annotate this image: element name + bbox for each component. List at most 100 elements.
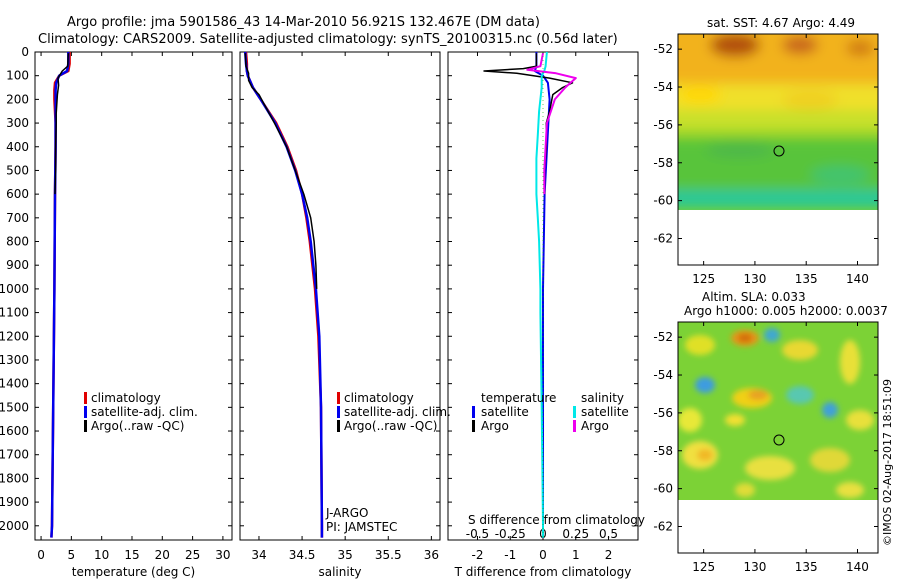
x-tick-label: 25	[185, 548, 200, 562]
legend-label-argo: Argo(..raw -QC)	[91, 419, 184, 433]
lat-tick-label: -58	[653, 444, 673, 458]
y-tick-label: 1200	[0, 329, 29, 343]
y-tick-label: 400	[6, 140, 29, 154]
legend-swatch-sal-satellite	[573, 406, 576, 418]
temperature-panel: 0100200300400500600700800900100011001200…	[0, 45, 233, 579]
plot-frame	[34, 51, 233, 541]
legend-label-satellite: satellite-adj. clim.	[91, 405, 198, 419]
lat-tick-label: -62	[653, 231, 673, 245]
lon-tick-label: 140	[846, 560, 869, 574]
lat-tick-label: -58	[653, 156, 673, 170]
y-tick-label: 900	[6, 258, 29, 272]
x-tick-label: 30	[215, 548, 230, 562]
x-tick-label: 34	[251, 548, 266, 562]
sst-map-title: sat. SST: 4.67 Argo: 4.49	[707, 16, 855, 30]
y-tick-label: 500	[6, 163, 29, 177]
legend-swatch-satellite	[84, 406, 87, 418]
s-difference-axis-label: S difference from climatology	[468, 513, 645, 527]
sst-map-field	[678, 34, 878, 265]
sla-map: -52 -54 -56 -58 -60 -62 125 130 135 140	[653, 321, 879, 574]
y-tick-label: 600	[6, 187, 29, 201]
x-axis-label: T difference from climatology	[454, 565, 632, 579]
legend-swatch-sal-argo	[573, 420, 576, 432]
difference-panel: -2 -1 0 1 2-0.5 -0.25 0 0.25 0.5T difference fro…	[447, 51, 639, 579]
legend-swatch-climatology	[84, 392, 87, 404]
y-tick-label: 1500	[0, 400, 29, 414]
annotation-j-argo: J-ARGO	[325, 506, 368, 520]
x-tick-label: 20	[155, 548, 170, 562]
x-tick-label: 36	[424, 548, 439, 562]
sla-map-title-1: Altim. SLA: 0.033	[702, 290, 806, 304]
legend-label-climatology: climatology	[344, 391, 414, 405]
lon-tick-label: 130	[743, 272, 766, 286]
lon-tick-label: 140	[846, 272, 869, 286]
y-tick-label: 100	[6, 69, 29, 83]
y-tick-label: 200	[6, 92, 29, 106]
series-line-satellite-adj-clim-	[50, 52, 70, 538]
sla-float-marker	[773, 434, 785, 446]
y-tick-label: 700	[6, 211, 29, 225]
x-tick-label: 0	[37, 548, 45, 562]
x-axis-label: salinity	[318, 565, 361, 579]
lat-tick-label: -52	[653, 330, 673, 344]
lat-tick-label: -54	[653, 80, 673, 94]
legend-header-salinity: salinity	[581, 391, 624, 405]
x-tick-label: 35.5	[375, 548, 402, 562]
legend-label-sal-satellite: satellite	[581, 405, 629, 419]
difference-legend: temperature salinity satellite Argo sate…	[468, 391, 645, 527]
sla-map-title-2: Argo h1000: 0.005 h2000: 0.0037	[684, 304, 888, 318]
sla-map-field	[678, 322, 878, 553]
series-line-salinity-satellite	[535, 51, 548, 538]
lat-tick-label: -60	[653, 482, 673, 496]
y-tick-label: 1100	[0, 306, 29, 320]
lon-tick-label: 125	[692, 272, 715, 286]
temperature-legend: climatology satellite-adj. clim. Argo(..…	[84, 391, 198, 433]
title-line-1: Argo profile: jma 5901586_43 14-Mar-2010…	[67, 15, 540, 30]
x-tick-label: 2	[605, 548, 613, 562]
y-tick-label: 300	[6, 116, 29, 130]
legend-label-climatology: climatology	[91, 391, 161, 405]
legend-swatch-climatology	[337, 392, 340, 404]
y-tick-label: 2000	[0, 519, 29, 533]
s-tick-label: -0.25	[495, 527, 526, 541]
lat-tick-label: -62	[653, 519, 673, 533]
y-tick-label: 1400	[0, 377, 29, 391]
sst-float-marker	[773, 145, 785, 157]
lat-tick-label: -56	[653, 406, 673, 420]
legend-label-temp-satellite: satellite	[481, 405, 529, 419]
y-tick-label: 1300	[0, 353, 29, 367]
plot-frame	[239, 51, 441, 541]
series-line-argo-raw-qc-	[244, 53, 318, 289]
x-tick-label: 34.5	[289, 548, 316, 562]
x-tick-label: 10	[94, 548, 109, 562]
legend-swatch-satellite	[337, 406, 340, 418]
x-tick-label: -1	[504, 548, 516, 562]
y-tick-label: 1000	[0, 282, 29, 296]
salinity-legend: climatology satellite-adj. clim. Argo(..…	[325, 391, 451, 534]
x-axis-label: temperature (deg C)	[72, 565, 195, 579]
lat-tick-label: -52	[653, 42, 673, 56]
lat-tick-label: -54	[653, 368, 673, 382]
title-line-2: Climatology: CARS2009. Satellite-adjuste…	[38, 32, 618, 47]
y-tick-label: 1600	[0, 424, 29, 438]
copyright-footer: ©IMOS 02-Aug-2017 18:51:09	[881, 379, 894, 546]
s-tick-label: -0.5	[466, 527, 489, 541]
sst-map: -52 -54 -56 -58 -60 -62 125 130 135 140	[653, 33, 879, 286]
series-line-argo-raw-qc-	[54, 53, 70, 195]
lon-tick-label: 135	[795, 560, 818, 574]
lat-tick-label: -60	[653, 194, 673, 208]
salinity-panel: 34 34.5 35 35.5 36 salinity	[239, 51, 441, 579]
annotation-pi: PI: JAMSTEC	[326, 520, 397, 534]
legend-swatch-temp-argo	[472, 420, 475, 432]
x-tick-label: 35	[338, 548, 353, 562]
legend-swatch-argo	[84, 420, 87, 432]
lat-tick-label: -56	[653, 118, 673, 132]
y-tick-label: 1800	[0, 471, 29, 485]
legend-swatch-temp-satellite	[472, 406, 475, 418]
y-tick-label: 0	[21, 45, 29, 59]
legend-label-sal-argo: Argo	[581, 419, 609, 433]
lon-tick-label: 125	[692, 560, 715, 574]
legend-swatch-argo	[337, 420, 340, 432]
